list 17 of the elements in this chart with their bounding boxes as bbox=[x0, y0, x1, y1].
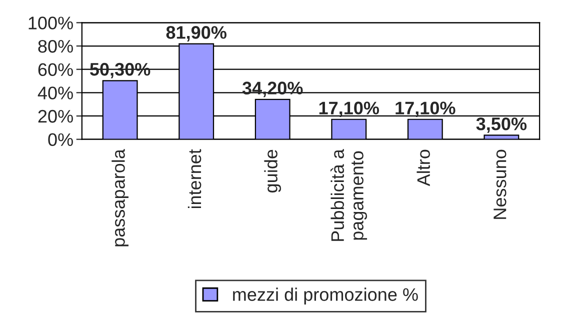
y-tick-label: 0% bbox=[48, 133, 73, 146]
x-tick-label: guide bbox=[264, 150, 282, 192]
x-tick-label: Pubblicità a pagamento bbox=[330, 149, 368, 241]
data-label: 17,10% bbox=[319, 102, 380, 118]
y-tick-label: 80% bbox=[38, 40, 73, 53]
y-tick-label: 20% bbox=[38, 110, 73, 123]
x-tick-label: Altro bbox=[416, 150, 430, 186]
x-tick-label: internet bbox=[188, 149, 202, 208]
y-tick-label: 60% bbox=[38, 63, 73, 76]
data-label: 17,10% bbox=[396, 102, 456, 118]
y-tick-label: 100% bbox=[28, 16, 73, 30]
legend-label: mezzi di promozione % bbox=[233, 288, 418, 305]
x-tick-label: Nessuno bbox=[494, 150, 506, 219]
data-label: 3,50% bbox=[476, 117, 527, 133]
y-tick-label: 40% bbox=[38, 86, 73, 100]
x-tick-label: passaparola bbox=[112, 149, 128, 246]
data-label: 81,90% bbox=[166, 26, 226, 42]
